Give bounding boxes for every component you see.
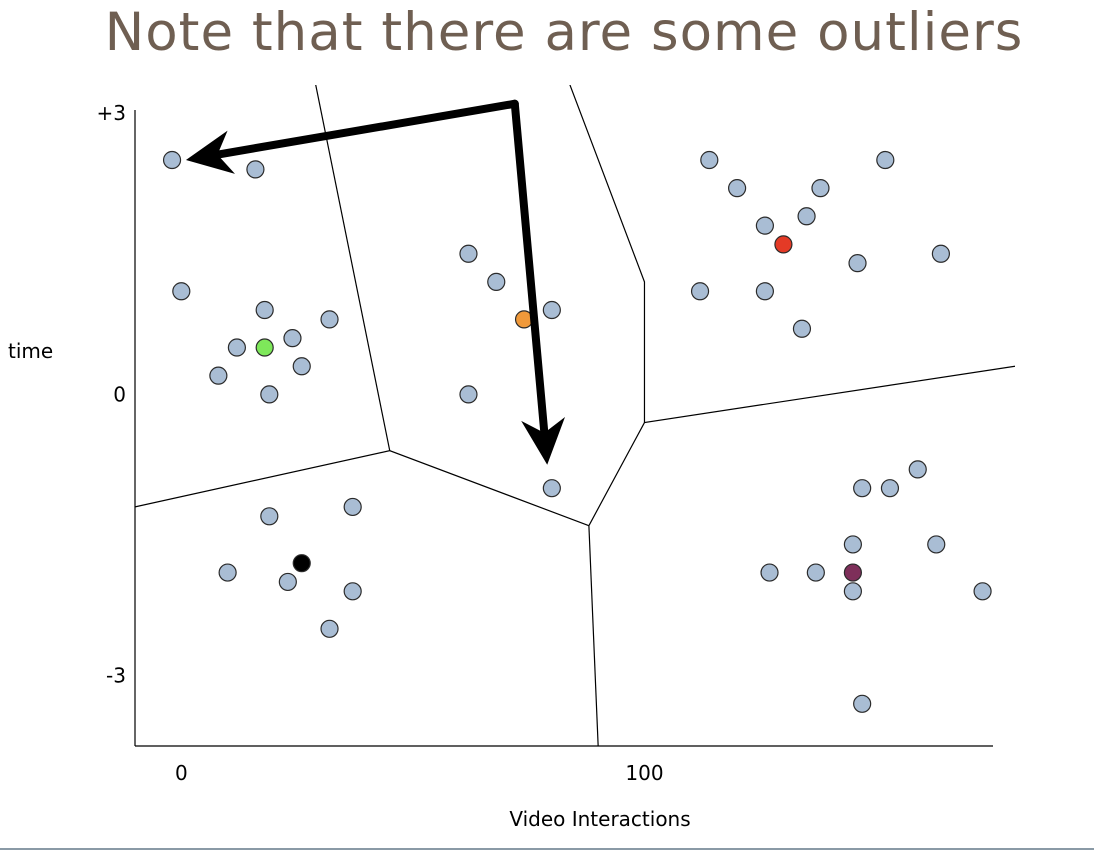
data-point xyxy=(278,572,297,592)
data-point xyxy=(320,619,339,638)
data-point xyxy=(172,282,191,301)
cluster-boundary-4 xyxy=(588,525,599,746)
data-point xyxy=(843,535,862,554)
slide-title: Note that there are some outliers xyxy=(104,2,1024,63)
data-point xyxy=(806,563,825,582)
data-point xyxy=(246,160,265,179)
data-point xyxy=(843,582,862,601)
centroid-point xyxy=(774,235,793,254)
data-point xyxy=(218,563,237,582)
data-point xyxy=(162,150,182,170)
data-point xyxy=(853,479,872,498)
data-point xyxy=(255,300,274,320)
data-point xyxy=(755,216,774,235)
centroid-point xyxy=(292,554,311,573)
data-point xyxy=(459,244,478,263)
data-point xyxy=(853,694,872,713)
data-point xyxy=(908,460,927,479)
data-point xyxy=(343,497,362,517)
outlier-arrow-head xyxy=(521,416,566,465)
data-point xyxy=(260,385,279,404)
outlier-arrows xyxy=(185,99,566,465)
outlier-arrow-shaft xyxy=(510,99,549,435)
cluster-boundary-2 xyxy=(588,365,1015,526)
y-tick-label: +3 xyxy=(97,101,126,125)
data-point xyxy=(320,310,339,329)
data-point xyxy=(931,244,950,263)
outlier-arrow-head xyxy=(185,130,235,174)
data-point xyxy=(728,179,747,198)
data-point xyxy=(260,507,279,526)
data-points xyxy=(162,150,992,713)
data-point xyxy=(927,535,946,554)
data-point xyxy=(227,338,246,357)
data-point xyxy=(973,582,992,601)
data-point xyxy=(690,282,710,301)
data-point xyxy=(755,282,774,301)
data-point xyxy=(848,254,867,273)
data-point xyxy=(343,582,362,601)
footer-rule xyxy=(0,848,1094,850)
data-point xyxy=(542,300,561,320)
data-point xyxy=(760,563,779,582)
cluster-boundary-3 xyxy=(569,85,646,423)
data-point xyxy=(792,319,812,338)
outlier-arrow-shaft xyxy=(215,99,519,159)
data-point xyxy=(876,150,895,170)
data-point xyxy=(283,329,302,348)
data-point xyxy=(459,385,478,404)
data-point xyxy=(542,479,561,498)
centroid-point xyxy=(255,338,274,357)
data-point xyxy=(292,357,311,376)
data-point xyxy=(209,366,228,385)
x-tick-label: 0 xyxy=(175,761,188,785)
data-point xyxy=(700,150,719,170)
cluster-boundaries xyxy=(135,85,1015,746)
x-tick-label: 100 xyxy=(625,761,663,785)
data-point xyxy=(811,179,830,198)
cluster-boundary-1 xyxy=(135,450,590,527)
y-tick-label: -3 xyxy=(106,664,126,688)
tick-labels: 0 100 +3 0 -3 xyxy=(97,101,664,785)
centroids xyxy=(255,235,862,582)
cluster-boundary-0 xyxy=(315,85,391,451)
data-point xyxy=(880,479,900,498)
x-axis-label: Video Interactions xyxy=(509,807,690,831)
y-axis-label: time xyxy=(8,339,53,363)
y-tick-label: 0 xyxy=(113,382,126,406)
data-point xyxy=(797,207,816,226)
centroid-point xyxy=(843,563,862,582)
data-point xyxy=(487,272,506,291)
